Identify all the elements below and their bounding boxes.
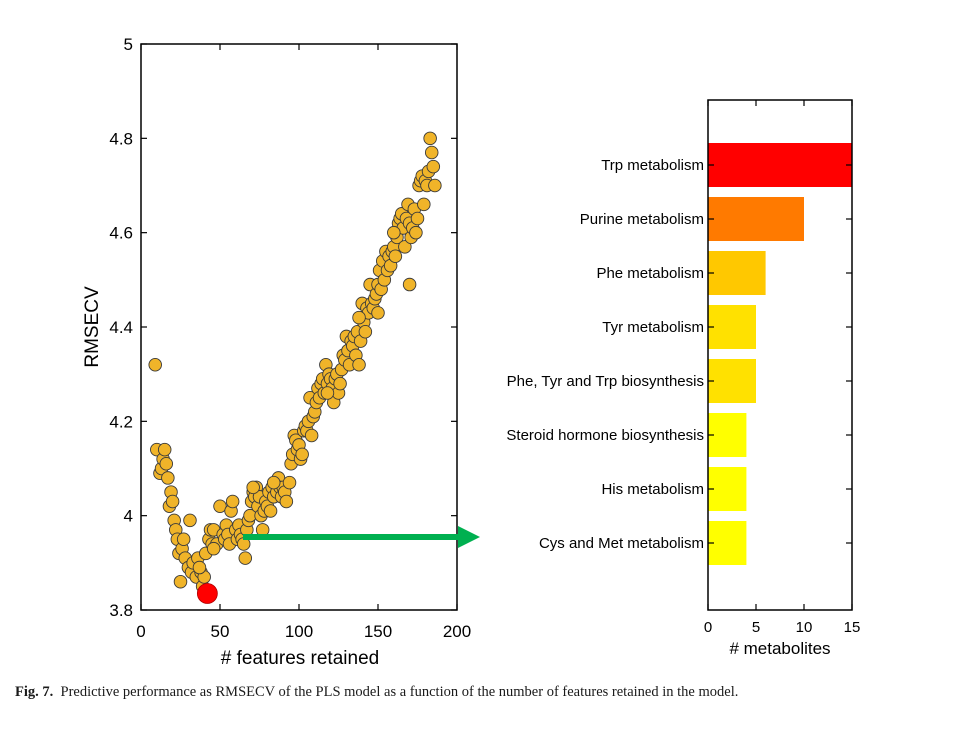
scatter-point: [264, 505, 277, 518]
bar-category-label: Phe metabolism: [596, 265, 704, 282]
bar: [708, 251, 766, 295]
green-arrow: [243, 526, 480, 548]
scatter-x-tick-label: 150: [364, 622, 392, 641]
scatter-point: [247, 481, 260, 494]
figure-caption: Fig. 7. Predictive performance as RMSECV…: [15, 684, 955, 701]
scatter-point: [359, 325, 372, 338]
scatter-point: [353, 311, 366, 324]
scatter-point: [305, 429, 318, 442]
scatter-point: [149, 358, 162, 371]
scatter-x-tick-label: 0: [136, 622, 145, 641]
figure: 3.844.24.44.64.85 0 50 100 150 200 # feature…: [0, 0, 967, 680]
scatter-y-tick-label: 3.8: [109, 601, 133, 620]
scatter-point: [280, 495, 293, 508]
scatter-point: [226, 495, 239, 508]
scatter-point: [410, 226, 423, 239]
scatter-x-tick-label: 200: [443, 622, 471, 641]
metabolites-bar-chart: 0 5 10 15 Trp metabolism Purine metabolism Ph…: [506, 100, 860, 658]
bar-category-label: Purine metabolism: [580, 211, 704, 228]
scatter-point: [411, 212, 424, 225]
caption-text: Predictive performance as RMSECV of the …: [61, 684, 739, 700]
scatter-point: [158, 443, 171, 456]
scatter-y-tick-label: 4.6: [109, 224, 133, 243]
scatter-point: [177, 533, 190, 546]
scatter-y-axis-label: RMSECV: [82, 286, 103, 368]
scatter-point: [429, 179, 442, 192]
bar-category-label: His metabolism: [601, 481, 704, 498]
highlight-point: [197, 583, 217, 603]
scatter-point: [184, 514, 197, 527]
scatter-point: [334, 377, 347, 390]
scatter-point: [207, 542, 220, 555]
bar-x-tick-label: 0: [704, 619, 712, 636]
bar-x-tick-label: 5: [752, 619, 760, 636]
scatter-point: [427, 160, 440, 173]
arrow-head: [458, 526, 480, 548]
scatter-point: [174, 575, 187, 588]
scatter-point: [418, 198, 431, 211]
scatter-point: [193, 561, 206, 574]
scatter-point: [424, 132, 437, 145]
scatter-point: [321, 387, 334, 400]
bar-category-label: Tyr metabolism: [602, 319, 704, 336]
bar: [708, 197, 804, 241]
scatter-point: [267, 476, 280, 489]
bar-category-label: Phe, Tyr and Trp biosynthesis: [507, 373, 704, 390]
scatter-point: [353, 358, 366, 371]
bar-x-tick-label: 15: [844, 619, 861, 636]
scatter-y-tick-label: 4.4: [109, 318, 133, 337]
scatter-point: [403, 278, 416, 291]
caption-label: Fig. 7.: [15, 684, 53, 700]
bar-category-label: Cys and Met metabolism: [539, 535, 704, 552]
scatter-point: [283, 476, 296, 489]
scatter-point: [388, 226, 401, 239]
bar: [708, 359, 756, 403]
bar-x-axis-label: # metabolites: [729, 639, 830, 658]
scatter-y-tick-label: 5: [124, 35, 133, 54]
bar-category-label: Steroid hormone biosynthesis: [506, 427, 704, 444]
scatter-point: [389, 250, 402, 263]
scatter-x-axis-label: # features retained: [221, 648, 379, 669]
scatter-point: [166, 495, 179, 508]
scatter-y-tick-label: 4: [124, 507, 133, 526]
bar-x-tick-label: 10: [796, 619, 813, 636]
scatter-point: [372, 307, 385, 320]
scatter-point: [425, 146, 438, 159]
bar: [708, 143, 852, 187]
scatter-point: [162, 472, 175, 485]
bar-category-label: Trp metabolism: [601, 157, 704, 174]
scatter-point: [239, 552, 252, 565]
rmsecv-scatter-chart: 3.8 4 4.2 4.4 4.6 4.8 5 0 50 100 150 200 # feature…: [82, 35, 471, 669]
scatter-y-tick-label: 4.2: [109, 412, 133, 431]
scatter-point: [160, 457, 173, 470]
scatter-y-tick-label: 4.8: [109, 129, 133, 148]
scatter-x-tick-label: 100: [285, 622, 313, 641]
scatter-point: [296, 448, 309, 461]
bar: [708, 305, 756, 349]
scatter-x-tick-label: 50: [211, 622, 230, 641]
